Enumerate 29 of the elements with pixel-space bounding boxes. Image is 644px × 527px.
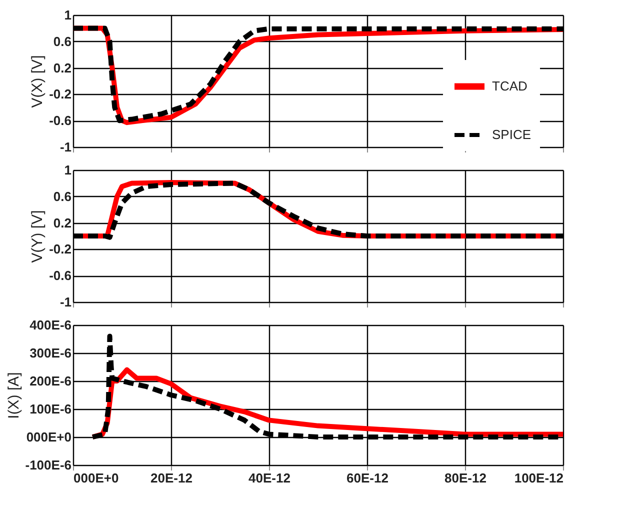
y-tick-label: 0.6 (53, 188, 72, 204)
y-tick-label: 0.2 (53, 215, 72, 230)
y-tick-label: 1 (64, 162, 72, 178)
y-tick-label: -1 (60, 140, 72, 154)
y-tick-label: 0.6 (53, 34, 72, 49)
x-tick-label: 40E-12 (248, 470, 290, 486)
y-tick-label: -0.6 (49, 268, 72, 284)
y-tick-label: -0.2 (49, 86, 72, 102)
x-tick-label: 20E-12 (150, 470, 192, 486)
y-tick-label: 000E+0 (26, 430, 72, 444)
x-tick-label: 100E-12 (514, 470, 564, 486)
y-tick-label: -1 (60, 294, 72, 310)
x-tick-label: 000E+0 (74, 470, 119, 486)
y-tick-label: -100E-6 (25, 458, 72, 472)
y-tick-label: 0.2 (53, 60, 72, 76)
legend-label: SPICE (492, 127, 532, 142)
y-tick-label: 200E-6 (30, 374, 72, 388)
y-axis-title: V(X) [V] (29, 55, 46, 108)
y-tick-label: -0.6 (49, 113, 72, 128)
y-tick-label: 400E-6 (30, 318, 72, 332)
y-axis-title: I(X) [A] (5, 372, 22, 419)
x-tick-label: 80E-12 (444, 470, 486, 486)
y-tick-label: 300E-6 (30, 346, 72, 360)
y-tick-label: 1 (64, 8, 72, 22)
y-tick-label: -0.2 (49, 242, 72, 257)
legend-label: TCAD (492, 78, 528, 94)
x-tick-label: 60E-12 (346, 470, 388, 486)
y-tick-label: 100E-6 (30, 402, 72, 416)
y-axis-title: V(Y) [V] (29, 210, 46, 263)
